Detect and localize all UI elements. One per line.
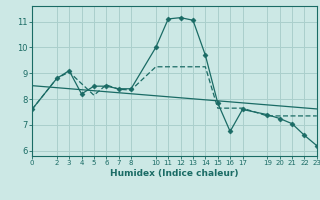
X-axis label: Humidex (Indice chaleur): Humidex (Indice chaleur)	[110, 169, 239, 178]
